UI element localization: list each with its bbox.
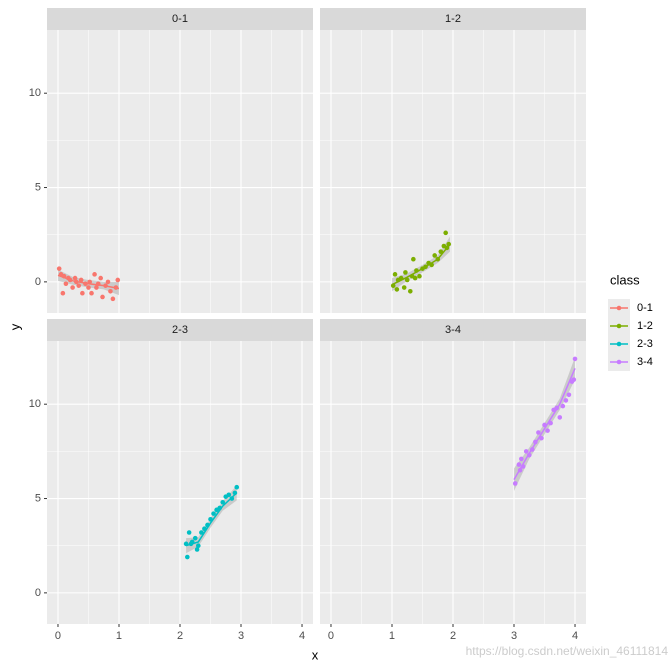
point [115, 277, 121, 283]
x-tick-label: 2 [450, 630, 456, 642]
y-tick-label: 0 [35, 276, 41, 288]
point [539, 435, 544, 441]
point [211, 511, 216, 516]
point [98, 275, 103, 281]
legend-label: 1-2 [637, 320, 653, 332]
x-tick-label: 3 [238, 630, 244, 642]
point [192, 535, 198, 541]
legend-dot [616, 305, 622, 311]
point [108, 289, 113, 294]
point [512, 481, 518, 486]
point [185, 554, 190, 560]
point [394, 287, 400, 292]
strip [47, 8, 313, 30]
point [401, 285, 407, 290]
fit-line [391, 243, 451, 286]
x-tick-label: 0 [55, 630, 61, 642]
fit-line [185, 492, 238, 547]
point [60, 290, 66, 296]
point [194, 547, 200, 552]
strip-label: 3-4 [445, 324, 461, 336]
y-tick-label: 0 [35, 587, 41, 599]
point [70, 285, 75, 290]
point [80, 290, 85, 296]
legend-dot [616, 359, 622, 365]
point [392, 272, 398, 277]
legend-title: class [610, 272, 640, 287]
strip [320, 319, 586, 341]
strip-label: 2-3 [172, 324, 188, 336]
point [560, 403, 566, 409]
point [94, 285, 99, 290]
point [563, 398, 569, 403]
point [63, 281, 69, 287]
point [566, 392, 572, 398]
point [105, 279, 111, 285]
legend-label: 0-1 [637, 302, 653, 314]
point [571, 377, 577, 382]
point [56, 266, 62, 271]
point [220, 500, 226, 505]
point [417, 273, 422, 279]
point [516, 462, 522, 467]
legend-dot [616, 323, 622, 329]
fit-line [57, 274, 120, 290]
point [519, 456, 524, 462]
point [545, 428, 550, 433]
point [199, 530, 204, 535]
point [438, 249, 444, 254]
point [89, 290, 94, 296]
point [404, 277, 410, 283]
point [432, 253, 437, 258]
point [523, 449, 529, 454]
x-axis-title: x [312, 647, 319, 662]
y-tick-label: 10 [29, 398, 41, 410]
point [403, 270, 408, 275]
strip-label: 1-2 [445, 13, 461, 25]
y-tick-label: 5 [35, 181, 41, 193]
x-tick-label: 4 [299, 630, 305, 642]
point [72, 275, 78, 281]
legend-label: 3-4 [637, 356, 653, 368]
x-tick-label: 4 [572, 630, 578, 642]
point [572, 356, 578, 362]
legend-label: 2-3 [637, 338, 653, 350]
x-tick-label: 3 [511, 630, 517, 642]
x-tick-label: 1 [389, 630, 395, 642]
point [78, 277, 84, 283]
point [234, 484, 240, 490]
point [76, 283, 82, 288]
point [92, 272, 97, 277]
point [557, 415, 563, 420]
point [110, 296, 116, 302]
point [411, 256, 416, 262]
point [536, 430, 541, 435]
point [407, 289, 413, 294]
strip [47, 319, 313, 341]
y-tick-label: 5 [35, 492, 41, 504]
point [226, 492, 232, 498]
watermark: https://blog.csdn.net/weixin_46111814 [466, 644, 669, 658]
point [186, 530, 192, 535]
point [412, 275, 418, 281]
y-tick-label: 10 [29, 87, 41, 99]
x-tick-label: 0 [328, 630, 334, 642]
fit-line [513, 368, 576, 481]
point [196, 543, 201, 549]
strip [320, 8, 586, 30]
y-axis-title: y [7, 323, 22, 330]
legend-dot [616, 341, 622, 347]
strip-label: 0-1 [172, 13, 188, 25]
point [443, 230, 448, 236]
x-tick-label: 1 [116, 630, 122, 642]
point [100, 294, 105, 300]
x-tick-label: 2 [177, 630, 183, 642]
point [86, 285, 91, 290]
